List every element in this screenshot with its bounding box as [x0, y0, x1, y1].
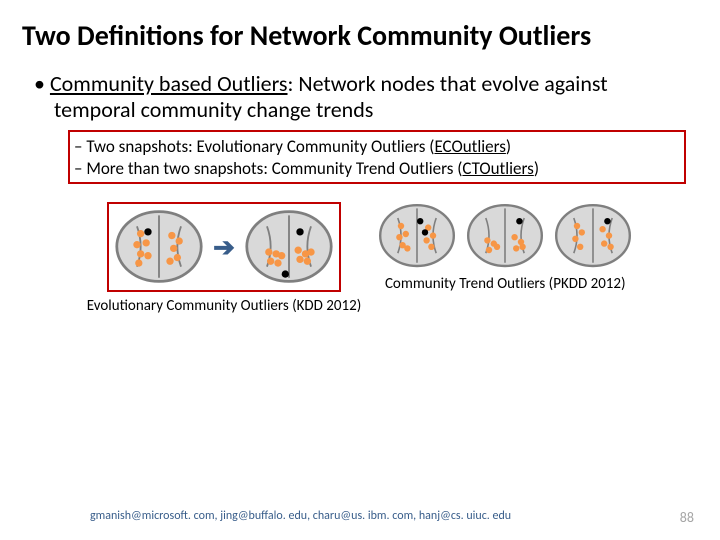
footer: gmanish@microsoft. com, jing@buffalo. ed… [0, 509, 720, 526]
slide-title: Two Definitions for Network Community Ou… [0, 0, 720, 63]
brain-right-3 [553, 202, 633, 270]
sub1-post: ) [506, 136, 511, 157]
red-frame: ➔ [107, 202, 341, 292]
brain-left-1 [113, 208, 205, 286]
brain-left-2 [243, 208, 335, 286]
sub-bullet-2: More than two snapshots: Community Trend… [90, 158, 676, 180]
sub2-acronym: CTOutliers [462, 158, 533, 179]
sub2-pre: More than two snapshots: Community Trend… [86, 158, 462, 179]
sub-bullet-1: Two snapshots: Evolutionary Community Ou… [90, 136, 676, 158]
right-caption: Community Trend Outliers (PKDD 2012) [385, 276, 626, 293]
sub1-pre: Two snapshots: Evolutionary Community Ou… [86, 136, 434, 157]
page-number: 88 [680, 509, 694, 526]
sub2-post: ) [534, 158, 539, 179]
brain-right-1 [377, 202, 457, 270]
left-caption: Evolutionary Community Outliers (KDD 201… [87, 298, 362, 315]
right-figure: Community Trend Outliers (PKDD 2012) [377, 202, 633, 315]
bullet-lead: Community based Outliers [50, 70, 288, 97]
brain-right-2 [465, 202, 545, 270]
left-figure: ➔ Evolutionary Community Outliers (KDD 2 [87, 202, 362, 315]
main-bullet: Community based Outliers: Network nodes … [0, 63, 720, 124]
arrow-icon: ➔ [213, 231, 235, 263]
figures-row: ➔ Evolutionary Community Outliers (KDD 2 [0, 202, 720, 315]
sub1-acronym: ECOutliers [434, 136, 505, 157]
footer-emails: gmanish@microsoft. com, jing@buffalo. ed… [90, 509, 511, 526]
sub-bullet-box: Two snapshots: Evolutionary Community Ou… [68, 130, 686, 184]
